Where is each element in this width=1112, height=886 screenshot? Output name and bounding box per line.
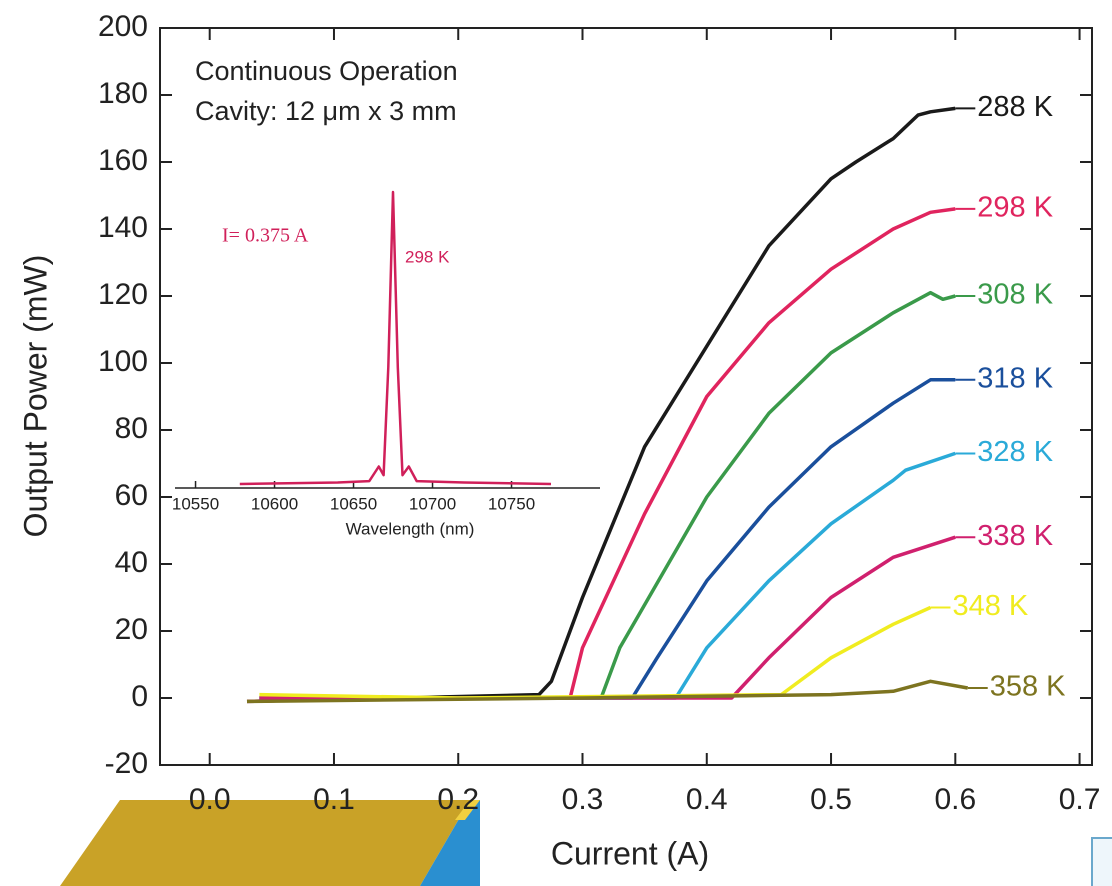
series-label: 288 K xyxy=(977,91,1053,123)
y-tick-label: 80 xyxy=(115,412,148,445)
x-tick-label: 10550 xyxy=(172,494,219,513)
series-line xyxy=(246,679,969,704)
x-tick-label: 0.3 xyxy=(562,783,604,816)
series-label: 298 K xyxy=(977,192,1053,224)
series-line xyxy=(239,190,552,486)
inset-annotation: I= 0.375 A xyxy=(222,225,309,247)
device-edge xyxy=(420,800,480,886)
x-tick-label: 0.5 xyxy=(810,783,852,816)
x-tick-label: 0.0 xyxy=(189,783,231,816)
y-tick-label: -20 xyxy=(105,747,148,780)
series-label: 348 K xyxy=(952,590,1028,622)
y-tick-label: 160 xyxy=(98,144,148,177)
annotation: Continuous Operation xyxy=(195,56,458,86)
x-tick-label: 0.2 xyxy=(437,783,479,816)
x-tick-label: 0.1 xyxy=(313,783,355,816)
series-line xyxy=(259,605,932,700)
series-line xyxy=(259,451,956,700)
x-tick-label: 10700 xyxy=(409,494,456,513)
series-label: 358 K xyxy=(990,671,1066,703)
inset-x-label: Wavelength (nm) xyxy=(346,519,475,538)
y-tick-label: 200 xyxy=(98,10,148,43)
y-tick-label: 40 xyxy=(115,546,148,579)
y-tick-label: 20 xyxy=(115,613,148,646)
y-tick-label: 180 xyxy=(98,77,148,110)
series-line xyxy=(246,106,956,704)
series-label: 328 K xyxy=(977,436,1053,468)
series-line xyxy=(259,535,956,700)
series-label: 308 K xyxy=(977,279,1053,311)
x-axis-label: Current (A) xyxy=(551,835,709,871)
x-tick-label: 0.7 xyxy=(1059,783,1101,816)
y-tick-label: 140 xyxy=(98,211,148,244)
device-layer xyxy=(455,800,480,820)
y-tick-label: 60 xyxy=(115,479,148,512)
y-axis-label: Output Power (mW) xyxy=(17,255,53,538)
y-tick-label: 100 xyxy=(98,345,148,378)
x-tick-label: 0.6 xyxy=(934,783,976,816)
inset-annotation: 298 K xyxy=(405,247,450,266)
series-line xyxy=(246,207,956,704)
inset-box-fragment xyxy=(1091,837,1112,886)
annotation: Cavity: 12 μm x 3 mm xyxy=(195,96,457,126)
series-label: 338 K xyxy=(977,520,1053,552)
y-tick-label: 0 xyxy=(131,680,148,713)
device-slab xyxy=(60,800,470,886)
x-tick-label: 10750 xyxy=(488,494,535,513)
x-tick-label: 0.4 xyxy=(686,783,728,816)
y-tick-label: 120 xyxy=(98,278,148,311)
series-label: 318 K xyxy=(977,362,1053,394)
plot-frame xyxy=(159,27,1093,766)
x-tick-label: 10650 xyxy=(330,494,377,513)
x-tick-label: 10600 xyxy=(251,494,298,513)
